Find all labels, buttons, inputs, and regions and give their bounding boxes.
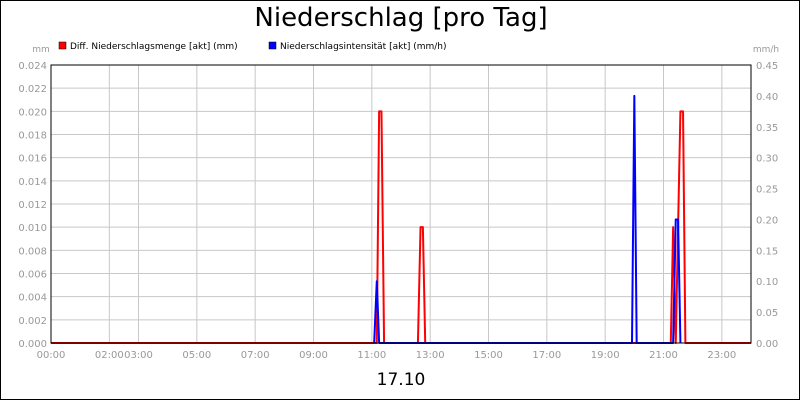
legend-label: Diff. Niederschlagsmenge [akt] (mm) — [70, 42, 238, 52]
y-right-tick-label: 0.20 — [756, 215, 778, 226]
chart-title: Niederschlag [pro Tag] — [254, 3, 548, 33]
y-right-tick-label: 0.45 — [756, 61, 778, 72]
y-left-tick-label: 0.020 — [18, 107, 47, 118]
y-right-tick-label: 0.15 — [756, 246, 778, 257]
x-tick-label: 09:00 — [299, 350, 328, 361]
y-right-tick-label: 0.05 — [756, 308, 778, 319]
x-tick-label: 19:00 — [591, 350, 620, 361]
y-left-tick-label: 0.004 — [18, 293, 47, 304]
y-right-tick-label: 0.00 — [756, 339, 778, 350]
x-tick-label: 02:00 — [95, 350, 124, 361]
y-left-tick-label: 0.018 — [18, 131, 47, 142]
date-label: 17.10 — [376, 370, 426, 390]
x-tick-label: 03:00 — [124, 350, 153, 361]
y-left-tick-label: 0.016 — [18, 154, 47, 165]
y-left-tick-label: 0.024 — [18, 61, 47, 72]
x-tick-label: 07:00 — [241, 350, 270, 361]
x-tick-label: 00:00 — [37, 350, 66, 361]
x-tick-label: 11:00 — [357, 350, 386, 361]
y-left-unit-label: mm — [32, 45, 50, 55]
x-tick-label: 05:00 — [182, 350, 211, 361]
x-tick-label: 17:00 — [532, 350, 561, 361]
legend-swatch — [58, 41, 67, 50]
y-left-tick-label: 0.010 — [18, 223, 47, 234]
y-left-tick-label: 0.014 — [18, 177, 47, 188]
y-left-tick-label: 0.002 — [18, 316, 47, 327]
y-right-unit-label: mm/h — [753, 45, 779, 55]
x-tick-label: 15:00 — [474, 350, 503, 361]
y-right-tick-label: 0.10 — [756, 277, 778, 288]
x-tick-label: 13:00 — [416, 350, 445, 361]
y-left-tick-label: 0.022 — [18, 84, 47, 95]
y-right-tick-label: 0.30 — [756, 154, 778, 165]
legend-swatch — [268, 41, 277, 50]
x-tick-label: 21:00 — [649, 350, 678, 361]
series-line — [373, 94, 682, 344]
y-right-tick-label: 0.40 — [756, 92, 778, 103]
y-right-tick-label: 0.25 — [756, 185, 778, 196]
plot-border — [50, 64, 752, 344]
y-left-tick-label: 0.000 — [18, 339, 47, 350]
legend-label: Niederschlagsintensität [akt] (mm/h) — [280, 42, 447, 52]
y-left-tick-label: 0.008 — [18, 246, 47, 257]
x-tick-label: 23:00 — [707, 350, 736, 361]
y-left-tick-label: 0.012 — [18, 200, 47, 211]
y-left-tick-label: 0.006 — [18, 270, 47, 281]
y-right-tick-label: 0.35 — [756, 123, 778, 134]
